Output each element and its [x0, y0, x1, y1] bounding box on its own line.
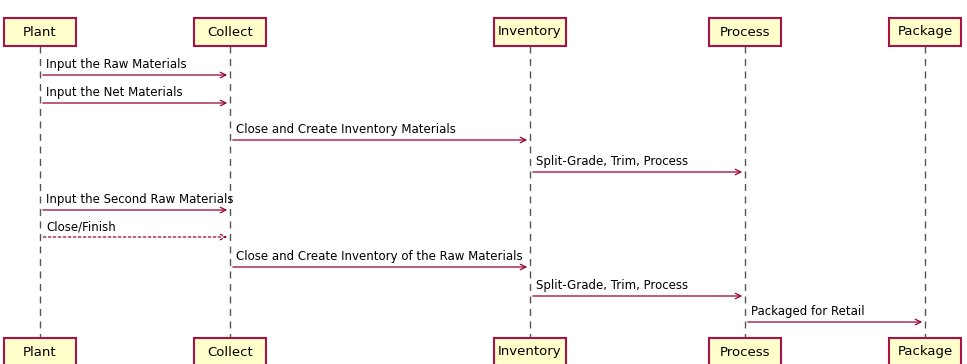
- Text: Split-Grade, Trim, Process: Split-Grade, Trim, Process: [536, 155, 689, 168]
- Text: Close/Finish: Close/Finish: [46, 220, 116, 233]
- Text: Input the Second Raw Materials: Input the Second Raw Materials: [46, 193, 233, 206]
- FancyBboxPatch shape: [889, 18, 961, 46]
- FancyBboxPatch shape: [494, 18, 566, 46]
- Text: Split-Grade, Trim, Process: Split-Grade, Trim, Process: [536, 279, 689, 292]
- Text: Collect: Collect: [207, 25, 253, 39]
- FancyBboxPatch shape: [4, 338, 76, 364]
- Text: Plant: Plant: [23, 345, 57, 359]
- Text: Process: Process: [719, 345, 771, 359]
- Text: Plant: Plant: [23, 25, 57, 39]
- Text: Collect: Collect: [207, 345, 253, 359]
- FancyBboxPatch shape: [4, 18, 76, 46]
- FancyBboxPatch shape: [889, 338, 961, 364]
- Text: Close and Create Inventory Materials: Close and Create Inventory Materials: [236, 123, 455, 136]
- Text: Package: Package: [897, 345, 952, 359]
- Text: Inventory: Inventory: [498, 25, 562, 39]
- FancyBboxPatch shape: [709, 18, 781, 46]
- FancyBboxPatch shape: [709, 338, 781, 364]
- Text: Close and Create Inventory of the Raw Materials: Close and Create Inventory of the Raw Ma…: [236, 250, 522, 263]
- Text: Inventory: Inventory: [498, 345, 562, 359]
- Text: Input the Raw Materials: Input the Raw Materials: [46, 58, 187, 71]
- Text: Process: Process: [719, 25, 771, 39]
- FancyBboxPatch shape: [494, 338, 566, 364]
- Text: Package: Package: [897, 25, 952, 39]
- Text: Input the Net Materials: Input the Net Materials: [46, 86, 183, 99]
- FancyBboxPatch shape: [194, 338, 266, 364]
- FancyBboxPatch shape: [194, 18, 266, 46]
- Text: Packaged for Retail: Packaged for Retail: [751, 305, 864, 318]
